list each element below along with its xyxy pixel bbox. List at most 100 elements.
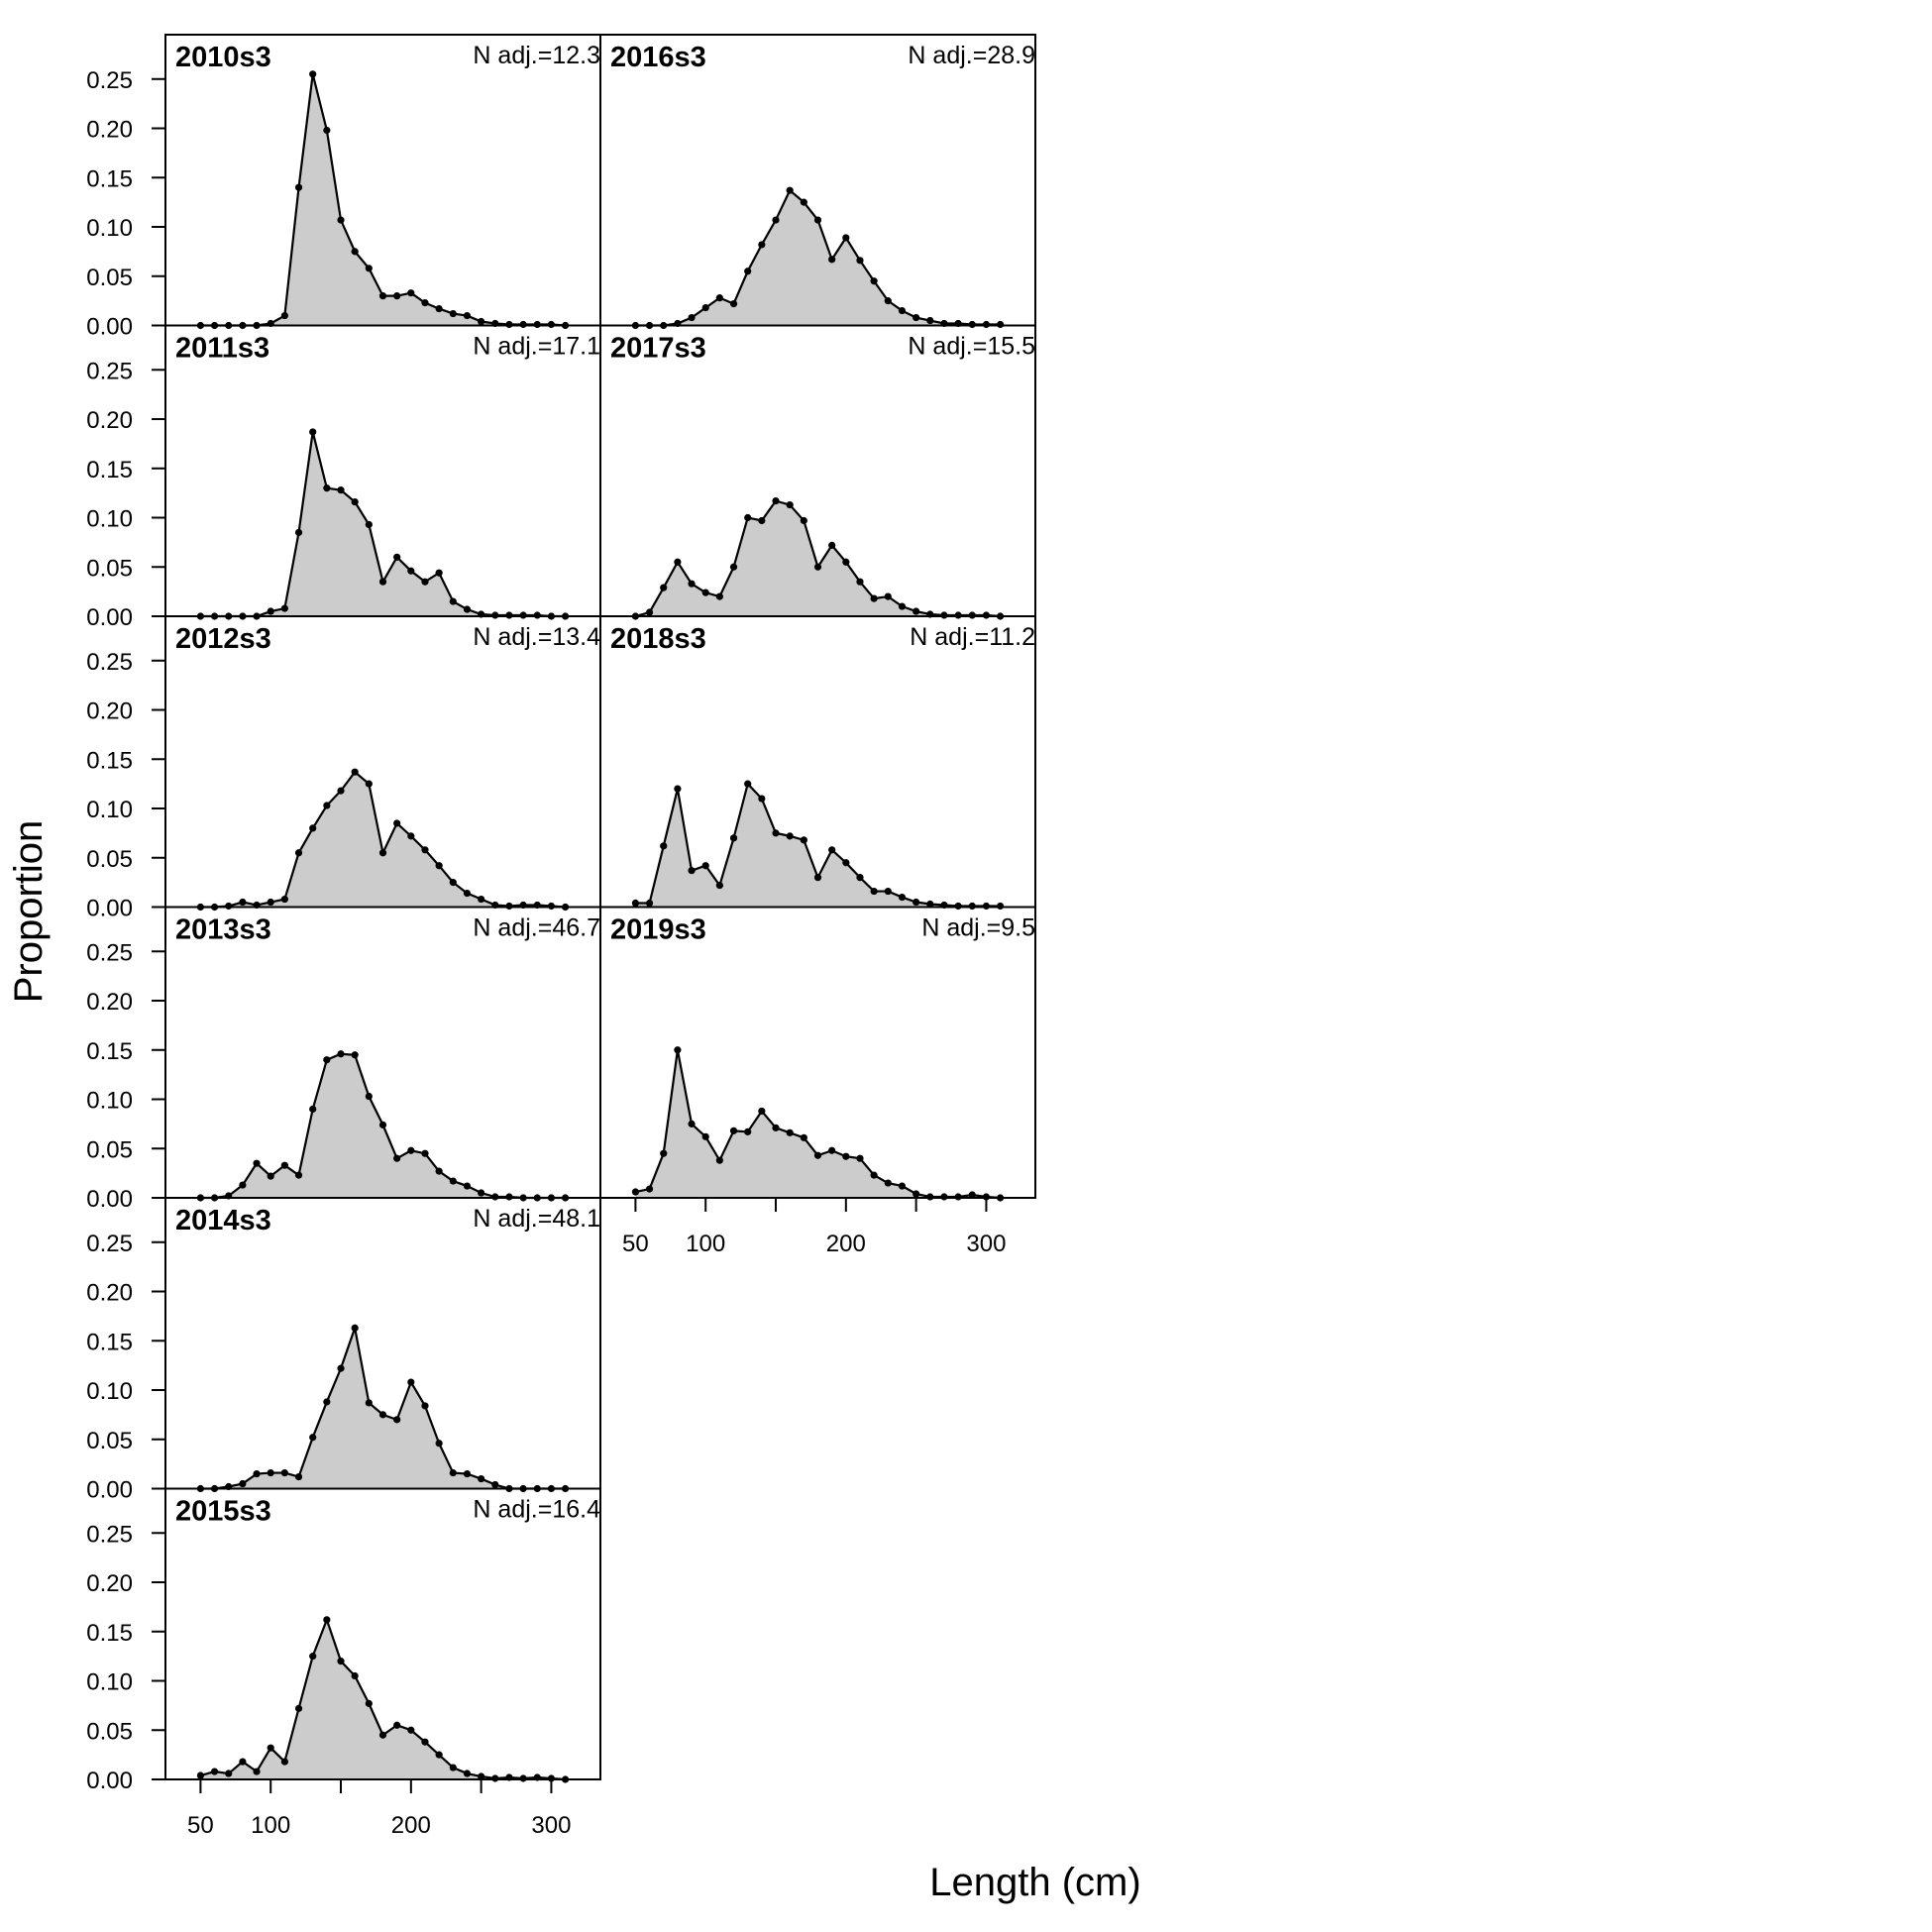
- point-2013s3: [421, 1149, 429, 1157]
- y-tick-label: 0.15: [86, 1038, 133, 1065]
- y-tick-label: 0.15: [86, 747, 133, 774]
- point-2016s3: [828, 256, 836, 264]
- point-2014s3: [407, 1378, 415, 1386]
- point-2015s3: [478, 1772, 485, 1780]
- point-2013s3: [393, 1154, 401, 1162]
- n-adj-label: N adj.=16.4: [473, 1496, 600, 1524]
- y-axis-title: Proportion: [7, 820, 51, 1004]
- point-2011s3: [393, 553, 401, 561]
- area-2014s3: [200, 1328, 566, 1489]
- y-tick-label: 0.00: [86, 896, 133, 922]
- point-2013s3: [378, 1121, 387, 1128]
- n-adj-label: N adj.=13.4: [473, 623, 600, 651]
- point-2014s3: [351, 1324, 359, 1332]
- point-2013s3: [407, 1146, 415, 1154]
- point-2019s3: [842, 1152, 850, 1160]
- point-2013s3: [280, 1161, 288, 1169]
- point-2015s3: [267, 1744, 274, 1752]
- point-2014s3: [323, 1398, 331, 1406]
- point-2019s3: [870, 1171, 878, 1179]
- point-2018s3: [744, 780, 752, 788]
- n-adj-label: N adj.=48.1: [473, 1205, 600, 1233]
- y-tick-label: 0.20: [86, 117, 133, 144]
- point-2018s3: [786, 832, 794, 840]
- point-2010s3: [280, 311, 288, 320]
- y-tick-label: 0.25: [86, 649, 133, 676]
- n-adj-label: N adj.=28.9: [908, 42, 1035, 69]
- panel-2011s3: 2011s3 N adj.=17.1: [164, 324, 601, 620]
- point-2017s3: [729, 563, 738, 571]
- point-2013s3: [478, 1189, 485, 1197]
- point-2011s3: [323, 484, 331, 492]
- y-tick-label: 0.05: [86, 846, 133, 873]
- point-2019s3: [715, 1156, 723, 1164]
- panel-2013s3: 2013s3 N adj.=46.7: [164, 906, 601, 1202]
- point-2015s3: [280, 1758, 288, 1766]
- point-2012s3: [407, 832, 415, 840]
- panel-title: 2013s3: [175, 914, 271, 946]
- point-2016s3: [912, 313, 920, 322]
- point-2012s3: [337, 787, 345, 795]
- x-tick-label: 200: [391, 1812, 431, 1839]
- point-2010s3: [435, 304, 443, 313]
- n-adj-label: N adj.=9.5: [921, 914, 1035, 942]
- point-2018s3: [674, 785, 682, 793]
- point-2014s3: [267, 1468, 274, 1477]
- y-tick-label: 0.20: [86, 1280, 133, 1307]
- point-2017s3: [758, 516, 766, 525]
- axes-layer: 0.00 0.05 0.10 0.15 0.20 0.25 0.00 0.05 0.10 0.15…: [86, 67, 1006, 1839]
- point-2011s3: [294, 528, 303, 537]
- point-2015s3: [253, 1768, 261, 1775]
- point-2012s3: [267, 898, 274, 907]
- point-2014s3: [280, 1468, 288, 1477]
- point-2013s3: [253, 1159, 261, 1167]
- point-2019s3: [800, 1133, 807, 1141]
- point-2015s3: [365, 1699, 373, 1707]
- point-2017s3: [701, 589, 709, 596]
- y-tick-label: 0.05: [86, 1428, 133, 1454]
- point-2014s3: [309, 1434, 317, 1442]
- point-2010s3: [407, 289, 415, 297]
- point-2014s3: [365, 1399, 373, 1407]
- point-2010s3: [365, 265, 373, 272]
- point-2014s3: [337, 1364, 345, 1372]
- point-2015s3: [435, 1751, 443, 1759]
- point-2017s3: [674, 558, 682, 566]
- point-2013s3: [323, 1056, 331, 1064]
- point-2015s3: [378, 1731, 387, 1739]
- point-2016s3: [772, 216, 780, 224]
- point-2018s3: [912, 898, 920, 907]
- point-2011s3: [421, 578, 429, 586]
- area-2019s3: [635, 1049, 1001, 1198]
- point-2010s3: [478, 317, 485, 326]
- n-adj-label: N adj.=46.7: [473, 914, 600, 942]
- point-2015s3: [294, 1704, 303, 1712]
- point-2010s3: [337, 216, 345, 224]
- point-2012s3: [239, 898, 247, 907]
- y-tick-label: 0.10: [86, 1378, 133, 1405]
- point-2018s3: [870, 887, 878, 896]
- point-2019s3: [898, 1182, 907, 1190]
- point-2011s3: [463, 605, 472, 613]
- point-2016s3: [800, 198, 807, 206]
- point-2014s3: [491, 1480, 499, 1489]
- point-2019s3: [660, 1149, 668, 1157]
- point-2013s3: [239, 1181, 247, 1189]
- point-2016s3: [856, 257, 864, 265]
- point-2015s3: [337, 1658, 345, 1665]
- frame-2011s3: [164, 324, 601, 617]
- y-tick-label: 0.25: [86, 67, 133, 94]
- point-2018s3: [842, 859, 850, 867]
- point-2012s3: [478, 895, 485, 904]
- point-2019s3: [912, 1190, 920, 1198]
- point-2018s3: [898, 893, 907, 902]
- line-2010s3: [200, 73, 566, 327]
- panel-2016s3: 2016s3 N adj.=28.9: [599, 34, 1036, 330]
- point-2016s3: [884, 297, 892, 305]
- point-2015s3: [309, 1653, 317, 1661]
- point-2013s3: [337, 1050, 345, 1058]
- point-2018s3: [631, 899, 640, 908]
- point-2013s3: [435, 1167, 443, 1175]
- y-tick-label: 0.20: [86, 989, 133, 1016]
